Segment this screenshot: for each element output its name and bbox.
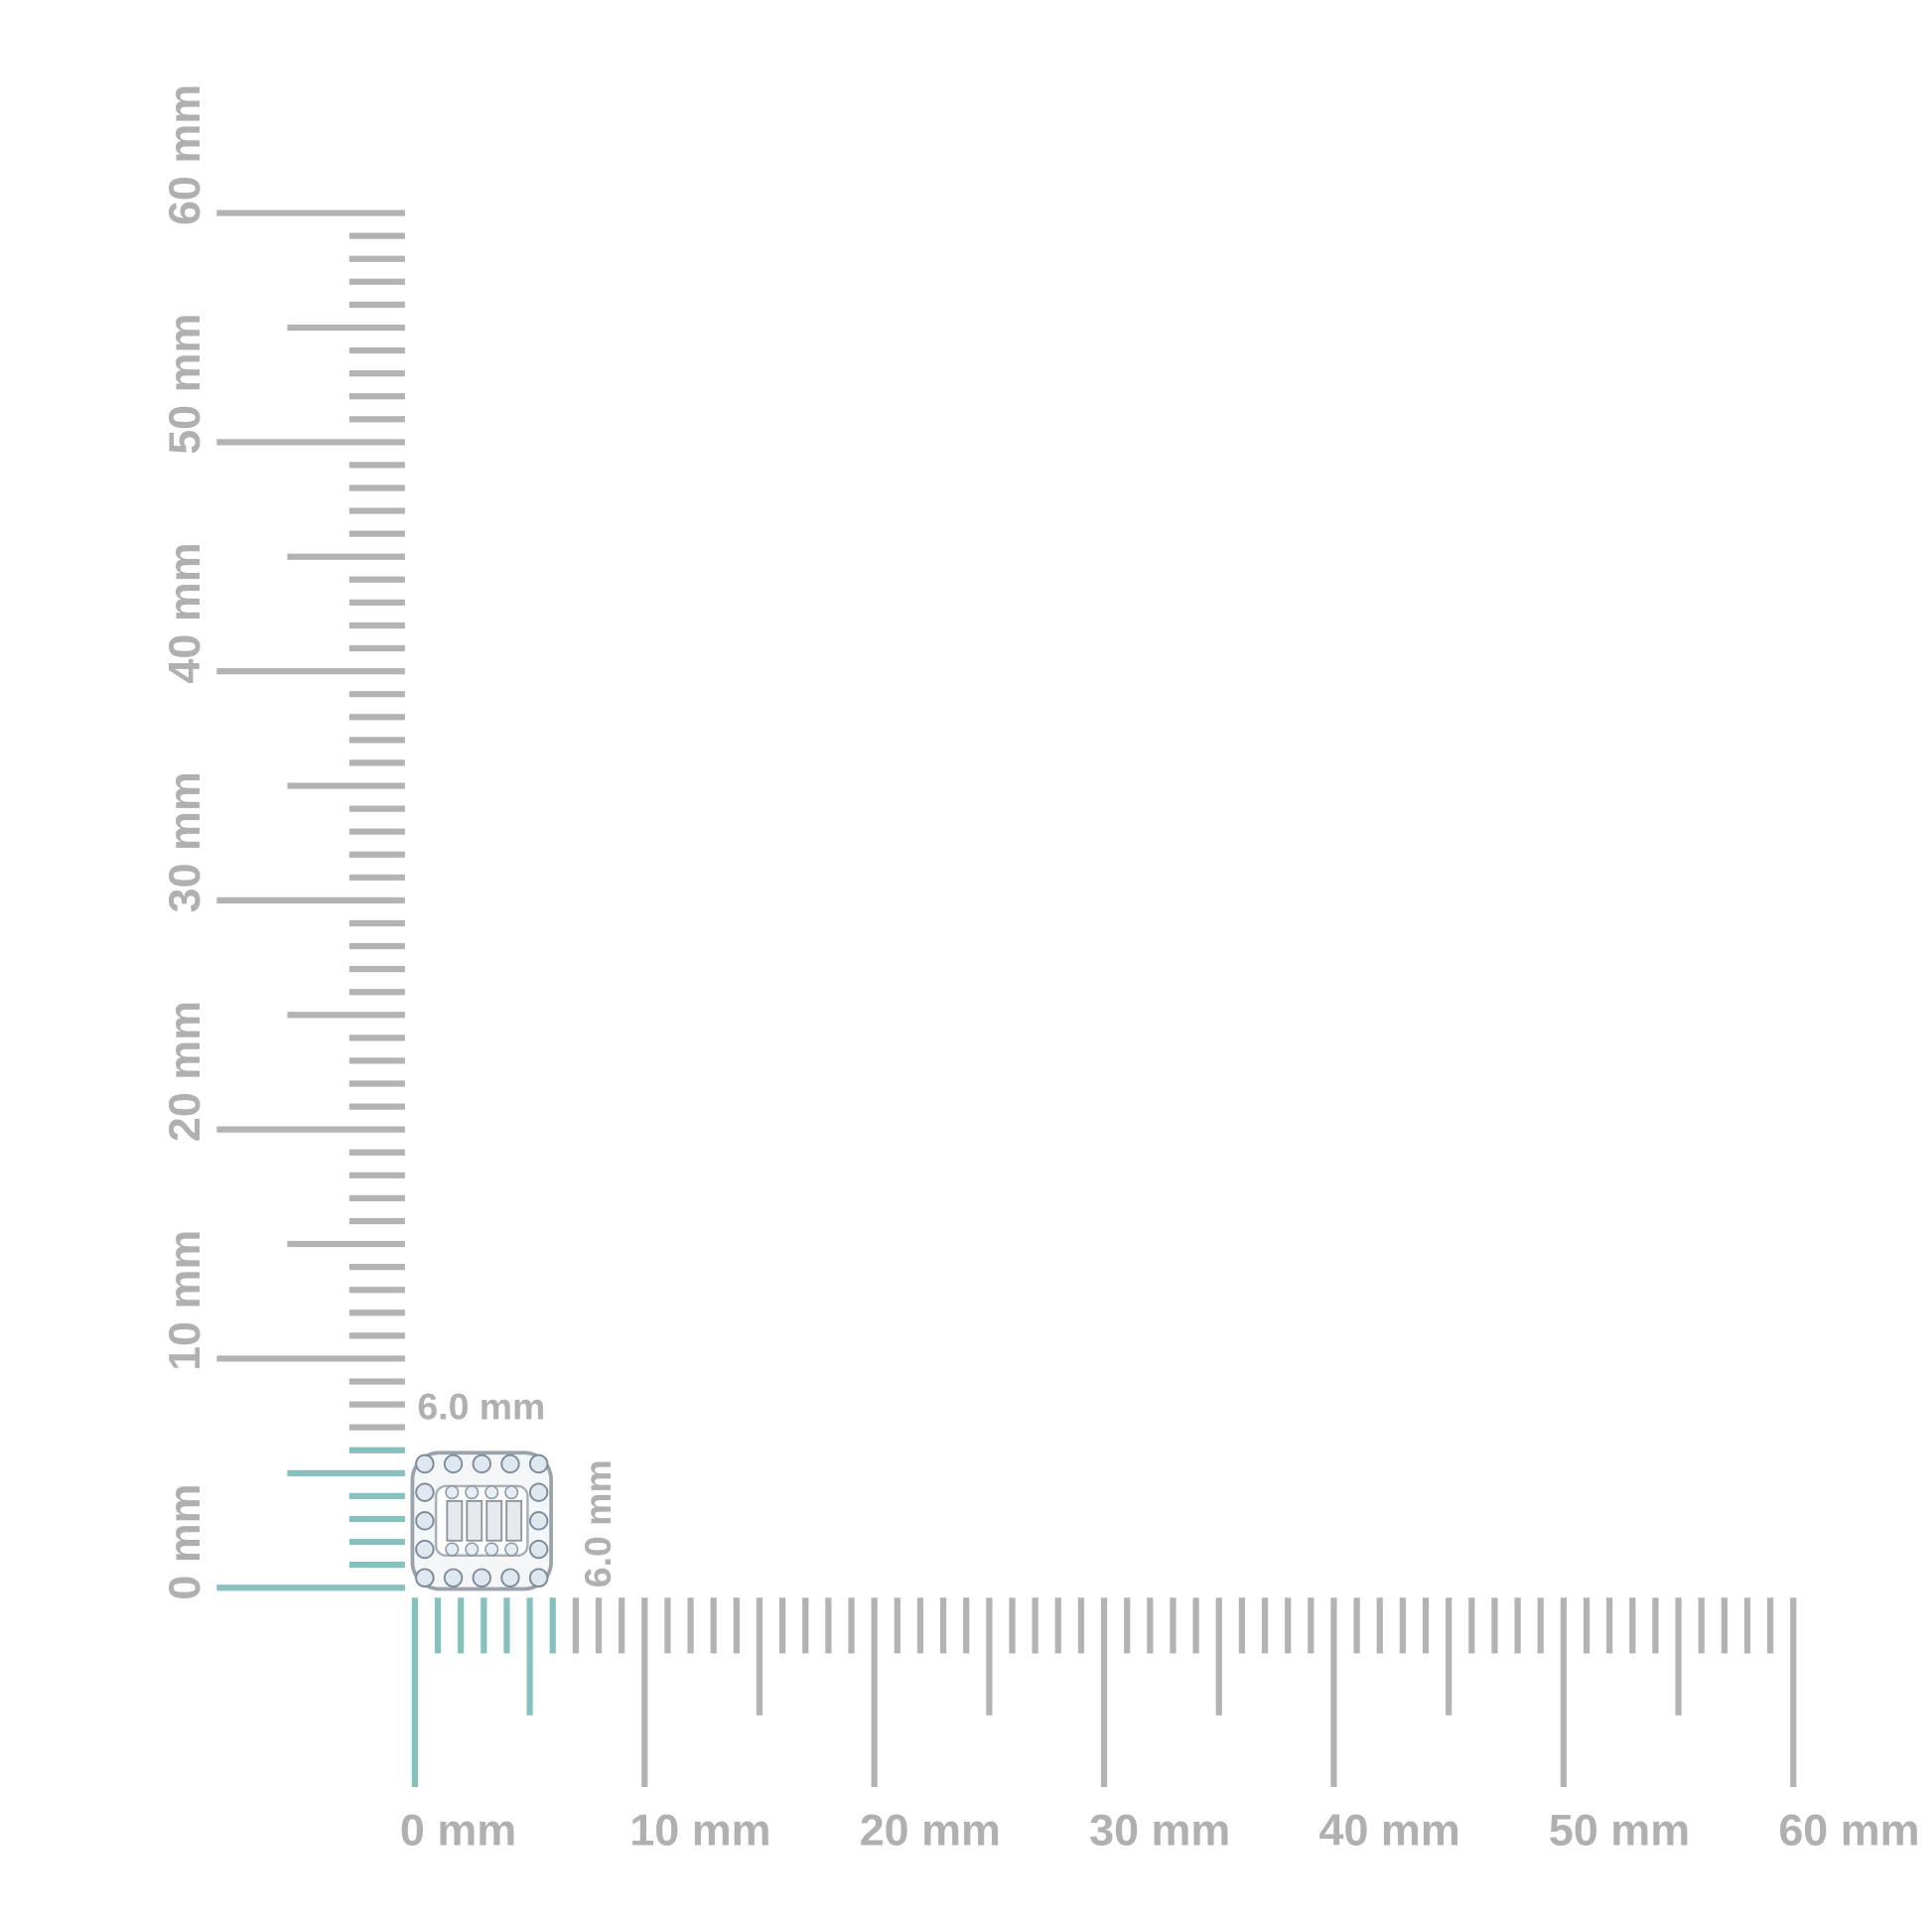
stone bbox=[504, 1485, 519, 1500]
stone bbox=[415, 1482, 435, 1502]
stone bbox=[484, 1485, 499, 1500]
earring bbox=[410, 1450, 553, 1591]
stone bbox=[443, 1453, 464, 1474]
stone bbox=[415, 1511, 435, 1531]
y-ruler-label: 10 mm bbox=[159, 1230, 209, 1371]
stone bbox=[528, 1539, 549, 1560]
stone bbox=[415, 1568, 435, 1587]
stone bbox=[445, 1485, 460, 1500]
x-ruler-label: 40 mm bbox=[1319, 1805, 1460, 1856]
x-ruler-label: 50 mm bbox=[1549, 1805, 1690, 1856]
stone bbox=[465, 1485, 480, 1500]
stone bbox=[465, 1542, 480, 1557]
stone bbox=[528, 1568, 549, 1587]
y-ruler-label: 60 mm bbox=[159, 84, 209, 225]
x-ruler-label: 30 mm bbox=[1089, 1805, 1230, 1856]
y-ruler-label: 30 mm bbox=[159, 771, 209, 912]
stone bbox=[500, 1453, 520, 1474]
stone bbox=[443, 1568, 464, 1587]
height-label: 6.0 mm bbox=[577, 1459, 619, 1587]
width-label: 6.0 mm bbox=[417, 1386, 545, 1428]
y-ruler-label: 50 mm bbox=[159, 314, 209, 455]
stone bbox=[484, 1542, 499, 1557]
y-ruler-label: 40 mm bbox=[159, 542, 209, 683]
x-ruler-label: 0 mm bbox=[400, 1805, 516, 1856]
stone bbox=[528, 1482, 549, 1502]
x-ruler-label: 10 mm bbox=[629, 1805, 770, 1856]
stone bbox=[472, 1568, 491, 1587]
stone bbox=[504, 1542, 519, 1557]
x-ruler-label: 20 mm bbox=[860, 1805, 1001, 1856]
y-ruler-label: 0 mm bbox=[159, 1483, 209, 1599]
stone bbox=[528, 1511, 549, 1531]
stone bbox=[528, 1453, 549, 1474]
stone bbox=[472, 1453, 491, 1474]
stone bbox=[415, 1453, 435, 1474]
stone bbox=[500, 1568, 520, 1587]
stone bbox=[445, 1542, 460, 1557]
y-ruler-label: 20 mm bbox=[159, 1001, 209, 1142]
x-ruler-label: 60 mm bbox=[1778, 1805, 1919, 1856]
stone bbox=[415, 1539, 435, 1560]
